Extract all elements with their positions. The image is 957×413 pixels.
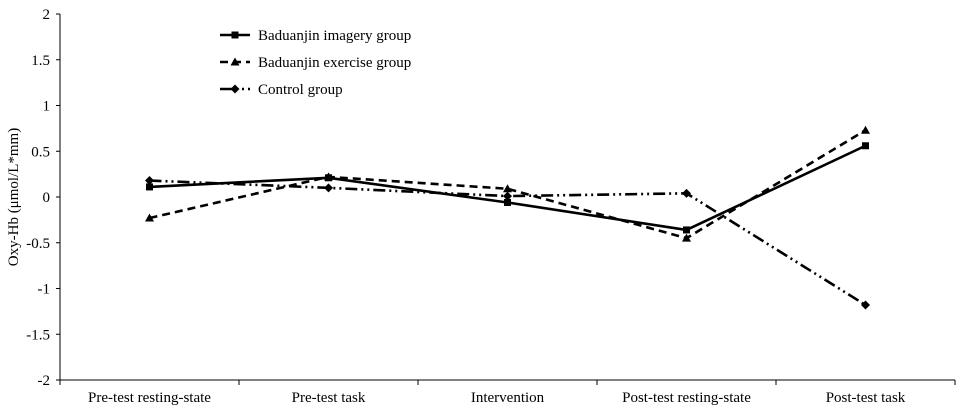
y-tick-label: 2 [43, 7, 51, 23]
data-point [504, 198, 511, 206]
y-tick-label: 1 [43, 99, 51, 115]
data-point [861, 300, 870, 310]
legend-label: Baduanjin imagery group [258, 28, 411, 44]
y-axis-label: Oxy-Hb (μmol/L*mm) [6, 128, 22, 266]
legend-label: Control group [258, 82, 343, 98]
legend: Baduanjin imagery group Baduanjin exercis… [220, 28, 411, 98]
y-tick-label: 0.5 [31, 144, 50, 160]
legend-marker [230, 84, 240, 94]
y-tick-label: 0 [43, 190, 51, 206]
x-tick-label: Pre-test resting-state [88, 390, 211, 406]
x-tick-label: Intervention [471, 390, 545, 406]
y-tick-label: -0.5 [26, 236, 50, 252]
data-point [146, 183, 153, 191]
x-ticks: Pre-test resting-state Pre-test task Inter… [59, 380, 956, 406]
x-tick-label: Post-test task [826, 390, 906, 406]
data-point [324, 183, 333, 193]
y-tick-label: 1.5 [31, 53, 50, 69]
data-point [503, 184, 512, 193]
y-tick-label: -1 [38, 282, 51, 298]
series-group [145, 125, 870, 310]
legend-label: Baduanjin exercise group [258, 55, 411, 71]
x-tick-label: Pre-test task [292, 390, 366, 406]
x-tick-label: Post-test resting-state [622, 390, 751, 406]
data-point [145, 213, 154, 222]
y-ticks: 2 1.5 1 0.5 0 -0.5 -1 -1.5 -2 [26, 7, 60, 389]
legend-marker [231, 31, 239, 39]
data-point [683, 226, 690, 234]
series-line-2 [149, 129, 867, 240]
y-tick-label: -2 [38, 373, 51, 389]
data-point [503, 191, 512, 201]
y-tick-label: -1.5 [26, 327, 50, 343]
data-point [682, 188, 691, 198]
data-point [682, 233, 691, 242]
data-point [324, 172, 333, 181]
data-point [862, 142, 869, 150]
data-point [145, 176, 154, 186]
legend-marker [230, 57, 240, 66]
data-point [861, 125, 870, 134]
